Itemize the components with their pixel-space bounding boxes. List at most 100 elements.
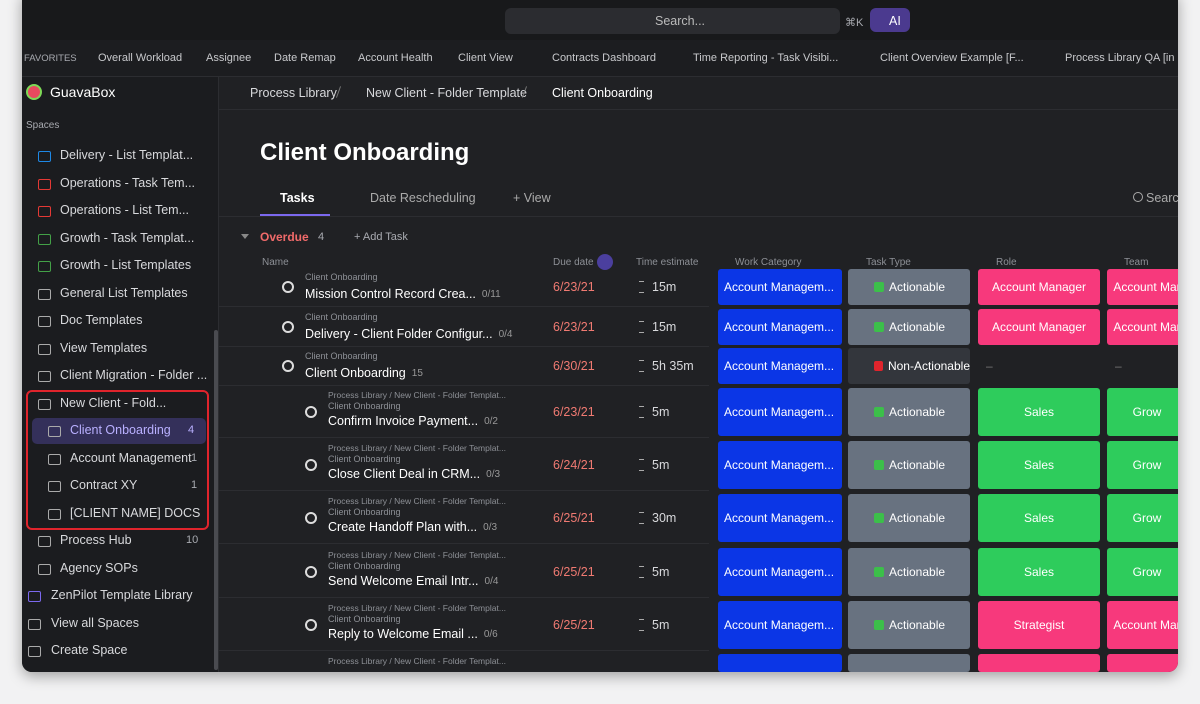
- add-task[interactable]: + Add Task: [354, 231, 408, 243]
- time-estimate[interactable]: 30m: [652, 511, 677, 525]
- time-estimate[interactable]: 5m: [652, 618, 670, 632]
- sidebar-item[interactable]: Agency SOPs: [60, 560, 138, 575]
- breadcrumb-item[interactable]: Client Onboarding: [552, 86, 653, 100]
- status-icon[interactable]: [282, 321, 294, 333]
- role-cell[interactable]: –: [986, 359, 993, 373]
- tab[interactable]: Date Rescheduling: [370, 191, 476, 205]
- search-box[interactable]: [505, 8, 840, 34]
- status-icon[interactable]: [305, 566, 317, 578]
- task-type-cell[interactable]: Actionable: [848, 601, 970, 649]
- role-cell[interactable]: Sales: [978, 494, 1100, 542]
- role-cell[interactable]: Strategist: [978, 601, 1100, 649]
- team-cell[interactable]: Account Mar: [1107, 601, 1178, 649]
- work-category-cell[interactable]: [718, 654, 842, 672]
- task-type-cell[interactable]: Actionable: [848, 548, 970, 596]
- sidebar-item[interactable]: Delivery - List Templat...: [60, 148, 194, 162]
- time-estimate[interactable]: 15m: [652, 280, 677, 294]
- subtask-count[interactable]: 0/4: [498, 328, 513, 340]
- work-category-cell[interactable]: Account Managem...: [718, 269, 842, 305]
- team-cell[interactable]: Grow: [1107, 494, 1178, 542]
- sidebar-item[interactable]: Account Management: [70, 450, 192, 465]
- time-estimate[interactable]: 5m: [652, 565, 670, 579]
- favorite-item[interactable]: Contracts Dashboard: [552, 52, 656, 64]
- column-header[interactable]: Work Category: [735, 257, 802, 268]
- status-icon[interactable]: [282, 281, 294, 293]
- role-cell[interactable]: Sales: [978, 388, 1100, 436]
- column-header[interactable]: Due date: [553, 257, 594, 268]
- team-cell[interactable]: [1107, 654, 1178, 672]
- due-date[interactable]: 6/25/21: [553, 618, 595, 632]
- collapse-icon[interactable]: [241, 234, 249, 239]
- favorite-item[interactable]: Client Overview Example [F...: [880, 52, 1024, 64]
- status-icon[interactable]: [282, 360, 294, 372]
- time-estimate[interactable]: 5h 35m: [652, 359, 694, 373]
- task-title[interactable]: Reply to Welcome Email ...: [328, 627, 478, 641]
- sidebar-item[interactable]: Growth - Task Templat...: [60, 230, 195, 245]
- task-type-cell[interactable]: Actionable: [848, 388, 970, 436]
- due-date[interactable]: 6/23/21: [553, 280, 595, 294]
- sidebar-item[interactable]: Growth - List Templates: [60, 258, 192, 272]
- status-icon[interactable]: [305, 512, 317, 524]
- work-category-cell[interactable]: Account Managem...: [718, 601, 842, 649]
- due-date[interactable]: 6/23/21: [553, 405, 595, 419]
- sidebar-item[interactable]: View all Spaces: [51, 615, 140, 630]
- task-type-cell[interactable]: [848, 654, 970, 672]
- team-cell[interactable]: Grow: [1107, 388, 1178, 436]
- subtask-count[interactable]: 0/2: [484, 415, 498, 427]
- task-type-cell[interactable]: Actionable: [848, 309, 970, 345]
- column-header[interactable]: Time estimate: [636, 257, 699, 268]
- sidebar-item[interactable]: Process Hub: [60, 533, 132, 547]
- task-type-cell[interactable]: Actionable: [848, 441, 970, 489]
- task-title[interactable]: Mission Control Record Crea...: [305, 287, 476, 301]
- status-icon[interactable]: [305, 619, 317, 631]
- task-title[interactable]: Delivery - Client Folder Configur...: [305, 327, 493, 341]
- sidebar-item[interactable]: Create Space: [51, 643, 128, 657]
- team-cell[interactable]: Account Mar: [1107, 309, 1178, 345]
- breadcrumb-item[interactable]: Process Library: [250, 86, 337, 100]
- team-cell[interactable]: –: [1115, 359, 1122, 373]
- favorite-item[interactable]: Account Health: [358, 52, 433, 64]
- favorite-item[interactable]: Overall Workload: [98, 52, 183, 64]
- time-estimate[interactable]: 15m: [652, 320, 677, 334]
- subtask-count[interactable]: 15: [411, 367, 423, 379]
- column-header[interactable]: Task Type: [866, 257, 911, 268]
- team-cell[interactable]: Grow: [1107, 548, 1178, 596]
- sort-indicator[interactable]: [597, 254, 613, 270]
- status-icon[interactable]: [305, 406, 317, 418]
- due-date[interactable]: 6/30/21: [553, 359, 595, 373]
- sidebar-item[interactable]: Client Migration - Folder ...: [60, 368, 208, 382]
- task-type-cell[interactable]: Non-Actionable: [848, 348, 970, 384]
- group-name[interactable]: Overdue: [260, 230, 309, 244]
- tab[interactable]: + View: [513, 191, 551, 205]
- sidebar-item[interactable]: New Client - Fold...: [60, 395, 167, 410]
- role-cell[interactable]: [978, 654, 1100, 672]
- favorite-item[interactable]: Process Library QA [in: [1065, 52, 1175, 64]
- work-category-cell[interactable]: Account Managem...: [718, 309, 842, 345]
- work-category-cell[interactable]: Account Managem...: [718, 548, 842, 596]
- task-title[interactable]: Confirm Invoice Payment...: [328, 414, 479, 428]
- work-category-cell[interactable]: Account Managem...: [718, 348, 842, 384]
- task-title[interactable]: Close Client Deal in CRM...: [328, 467, 481, 481]
- subtask-count[interactable]: 0/6: [483, 628, 498, 640]
- team-cell[interactable]: Account Mar: [1107, 269, 1178, 305]
- sidebar-item[interactable]: General List Templates: [60, 285, 188, 300]
- sidebar-item[interactable]: [CLIENT NAME] DOCS: [70, 505, 201, 520]
- task-title[interactable]: Send Welcome Email Intr...: [328, 574, 479, 588]
- column-header[interactable]: Name: [262, 257, 289, 268]
- sidebar-item[interactable]: View Templates: [60, 340, 148, 355]
- time-estimate[interactable]: 5m: [652, 405, 670, 419]
- favorite-item[interactable]: Date Remap: [274, 52, 336, 64]
- role-cell[interactable]: Account Manager: [978, 269, 1100, 305]
- sidebar-item[interactable]: Operations - Task Tem...: [60, 175, 196, 190]
- due-date[interactable]: 6/25/21: [553, 565, 595, 579]
- table-search[interactable]: Search: [1146, 191, 1186, 205]
- role-cell[interactable]: Sales: [978, 441, 1100, 489]
- time-estimate[interactable]: 5m: [652, 458, 670, 472]
- task-type-cell[interactable]: Actionable: [848, 269, 970, 305]
- due-date[interactable]: 6/25/21: [553, 511, 595, 525]
- due-date[interactable]: 6/24/21: [553, 458, 595, 472]
- breadcrumb-item[interactable]: New Client - Folder Template: [366, 86, 527, 100]
- ai-button[interactable]: [870, 8, 910, 32]
- ai-label[interactable]: AI: [889, 14, 901, 28]
- column-header[interactable]: Team: [1124, 257, 1149, 268]
